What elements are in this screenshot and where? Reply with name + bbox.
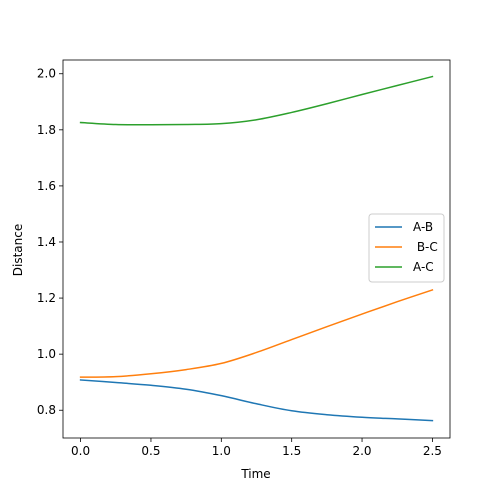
- x-axis-ticks: 0.0 0.5 1.0 1.5 2.0 2.5: [71, 438, 442, 458]
- series-line-1: [79, 379, 434, 422]
- series-line-2: [79, 288, 434, 378]
- x-tick-label: 2.5: [423, 444, 442, 458]
- y-tick-label: 1.2: [37, 291, 56, 305]
- legend-label: B-C: [413, 240, 438, 254]
- x-tick-label: 1.5: [282, 444, 301, 458]
- x-tick-label: 1.0: [212, 444, 231, 458]
- plot-lines: [79, 75, 434, 422]
- series-line-3: [79, 75, 434, 126]
- axes-frame: [62, 59, 451, 439]
- y-tick-label: 1.6: [37, 179, 56, 193]
- x-axis-label: Time: [240, 467, 270, 481]
- legend: A-B B-C A-C: [368, 213, 445, 283]
- x-tick-label: 0.5: [141, 444, 160, 458]
- y-tick-label: 1.0: [37, 347, 56, 361]
- y-axis-label: Distance: [11, 224, 25, 276]
- y-tick-label: 1.8: [37, 123, 56, 137]
- y-tick-label: 1.4: [37, 235, 56, 249]
- x-tick-label: 0.0: [71, 444, 90, 458]
- legend-label: A-C: [413, 260, 434, 274]
- x-tick-label: 2.0: [352, 444, 371, 458]
- y-tick-label: 2.0: [37, 67, 56, 81]
- legend-label: A-B: [413, 220, 433, 234]
- legend-box: [368, 213, 445, 283]
- y-tick-label: 0.8: [37, 403, 56, 417]
- y-axis-ticks: 0.8 1.0 1.2 1.4 1.6 1.8 2.0: [37, 67, 63, 417]
